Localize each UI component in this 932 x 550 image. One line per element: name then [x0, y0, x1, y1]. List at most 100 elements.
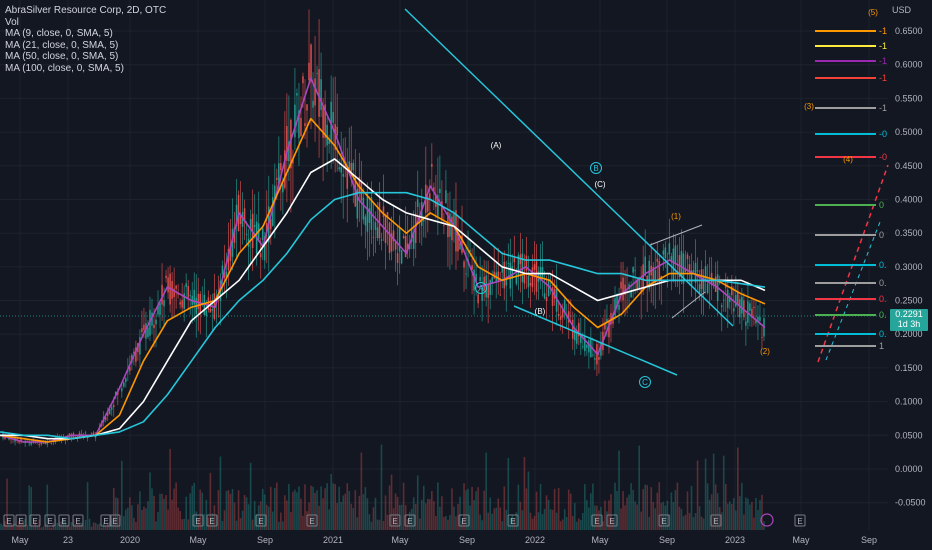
volume-bar: [509, 517, 512, 530]
fib-level-label: 0.: [879, 329, 887, 339]
earnings-marker: [29, 514, 41, 527]
volume-bar: [745, 497, 747, 530]
wave-label: (3): [804, 102, 814, 111]
ma-21-label[interactable]: MA (21, close, 0, SMA, 5): [5, 39, 119, 51]
volume-bar: [471, 487, 473, 530]
volume-bar: [362, 494, 365, 530]
time-tick-label: 23: [63, 535, 73, 545]
volume-bar: [22, 520, 24, 530]
volume-bar: [247, 504, 250, 530]
earnings-marker: [192, 514, 204, 527]
candle-body: [30, 442, 32, 445]
time-axis: May 23 2020 May Sep 2021 May Sep 2022 May Sep 2023 M…: [11, 535, 877, 545]
volume-bar: [312, 486, 314, 530]
volume-bar: [541, 514, 544, 530]
time-tick-label: 2023: [725, 535, 745, 545]
candle-body: [638, 277, 640, 290]
candle-body: [271, 197, 274, 226]
candle-body: [92, 432, 95, 435]
candle-body: [404, 235, 407, 258]
volume-bar: [692, 517, 695, 530]
volume-bar: [235, 520, 238, 530]
earnings-marker: [306, 514, 318, 527]
candle-body: [280, 162, 282, 171]
volume-bar: [288, 483, 290, 530]
candle-body: [614, 298, 616, 316]
volume-bar: [0, 523, 2, 530]
candle-body: [286, 126, 288, 161]
volume-bar: [710, 494, 713, 530]
symbol-title[interactable]: AbraSilver Resource Corp, 2D, OTC: [5, 5, 167, 16]
candle-body: [50, 443, 53, 445]
volume-bar: [308, 502, 310, 530]
volume-bar: [354, 490, 357, 530]
candle-body: [392, 230, 395, 242]
candle-body: [18, 440, 20, 443]
candle-body: [579, 335, 582, 343]
channel-line: [671, 291, 706, 319]
earnings-marker: [109, 514, 121, 527]
volume-bar: [441, 496, 443, 530]
volume-bar: [342, 495, 345, 530]
candle-body: [376, 227, 379, 239]
volume-bar: [284, 495, 286, 530]
ma-100-label[interactable]: MA (100, close, 0, SMA, 5): [5, 62, 124, 74]
candle-body: [761, 337, 763, 338]
volume-bar: [457, 504, 459, 530]
currency-label: USD: [892, 5, 912, 15]
volume-bar: [424, 503, 427, 530]
earnings-marker-label: E: [18, 517, 23, 526]
candle-body: [632, 267, 634, 273]
candle-body: [94, 435, 97, 438]
candle-body: [549, 285, 552, 287]
volume-bar: [644, 484, 647, 530]
candle-body: [163, 300, 165, 307]
ma-9-label[interactable]: MA (9, close, 0, SMA, 5): [5, 28, 113, 39]
candle-body: [177, 293, 179, 295]
candle-body: [112, 405, 115, 408]
candle-body: [139, 337, 141, 355]
fib-level-label: 0.: [879, 278, 887, 288]
candle-body: [435, 194, 437, 208]
fib-level-label: 0.: [879, 260, 887, 270]
candle-body: [253, 225, 256, 227]
earnings-marker-label: E: [47, 517, 52, 526]
volume-bar: [473, 500, 475, 530]
earnings-marker-label: E: [309, 517, 314, 526]
volume-label[interactable]: Vol: [5, 16, 19, 28]
ma-50-label[interactable]: MA (50, close, 0, SMA, 5): [5, 51, 119, 62]
candle-body: [469, 250, 471, 252]
candle-body: [505, 279, 508, 286]
volume-bar: [106, 523, 109, 530]
candle-body: [670, 256, 673, 262]
projection-line: [817, 164, 889, 363]
volume-bar: [507, 458, 510, 530]
volume-bar: [56, 523, 59, 530]
volume-bar: [571, 516, 574, 530]
candle-body: [334, 124, 336, 150]
volume-bar: [352, 507, 355, 530]
price-tick-label: 0.4500: [895, 161, 923, 171]
candle-body: [211, 309, 214, 311]
candle-body: [582, 346, 584, 348]
time-tick-label: Sep: [257, 535, 273, 545]
candle-body: [527, 275, 530, 288]
candle-body: [159, 302, 161, 315]
earnings-marker-label: E: [661, 517, 666, 526]
candle-body: [213, 293, 216, 320]
candle-body: [575, 331, 578, 344]
candle-body: [680, 250, 683, 276]
earnings-marker: [458, 514, 470, 527]
volume-bar: [483, 490, 485, 530]
earnings-marker-label: E: [112, 517, 117, 526]
volume-bar: [620, 508, 622, 530]
volume-bar: [511, 515, 514, 530]
volume-bar: [618, 450, 620, 530]
volume-bar: [334, 484, 336, 530]
candle-body: [402, 236, 405, 239]
volume-bar: [86, 482, 89, 530]
candle-body: [690, 270, 693, 286]
candle-body: [696, 270, 699, 272]
volume-bar: [630, 483, 632, 530]
